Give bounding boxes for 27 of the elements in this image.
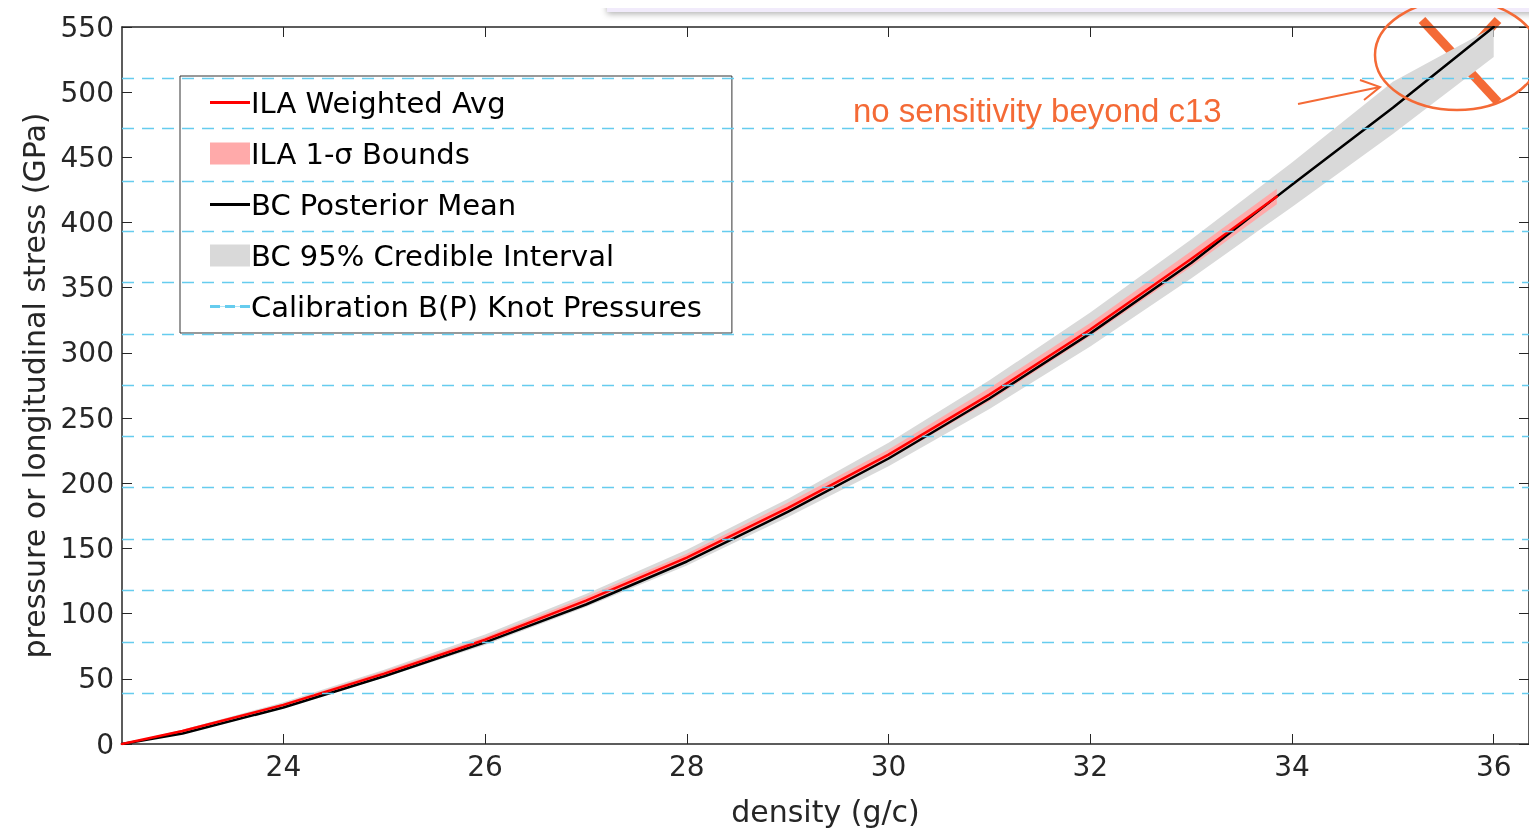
- y-tick-label: 150: [60, 531, 114, 565]
- y-tick-label: 250: [60, 401, 114, 435]
- legend-label: ILA 1-σ Bounds: [251, 136, 470, 171]
- annotation: no sensitivity beyond c13: [853, 92, 1222, 129]
- y-tick-label: 0: [96, 727, 114, 761]
- legend-label: ILA Weighted Avg: [251, 85, 506, 120]
- x-tick-label: 28: [669, 749, 705, 783]
- x-tick-label: 30: [870, 749, 907, 783]
- legend-label: BC 95% Credible Interval: [251, 238, 614, 273]
- legend-label: Calibration B(P) Knot Pressures: [251, 289, 702, 324]
- x-tick-label: 24: [265, 749, 302, 783]
- x-axis-title: density (g/c): [731, 793, 920, 829]
- y-tick-label: 500: [60, 75, 114, 109]
- x-tick-label: 26: [467, 749, 503, 783]
- y-tick-label: 450: [60, 140, 114, 174]
- y-tick-label: 400: [60, 206, 114, 240]
- y-tick-label: 300: [60, 336, 114, 370]
- y-tick-label: 350: [60, 271, 114, 305]
- y-tick-label: 550: [60, 10, 114, 44]
- y-tick-label: 50: [78, 662, 114, 696]
- x-tick-label: 32: [1072, 749, 1109, 783]
- legend-label: BC Posterior Mean: [251, 187, 517, 222]
- y-axis-title: pressure or longitudinal stress (GPa): [17, 112, 53, 659]
- x-tick-label: 34: [1274, 749, 1310, 783]
- x-tick-label: 36: [1475, 749, 1512, 783]
- y-tick-label: 100: [60, 597, 114, 631]
- y-tick-label: 200: [60, 466, 114, 500]
